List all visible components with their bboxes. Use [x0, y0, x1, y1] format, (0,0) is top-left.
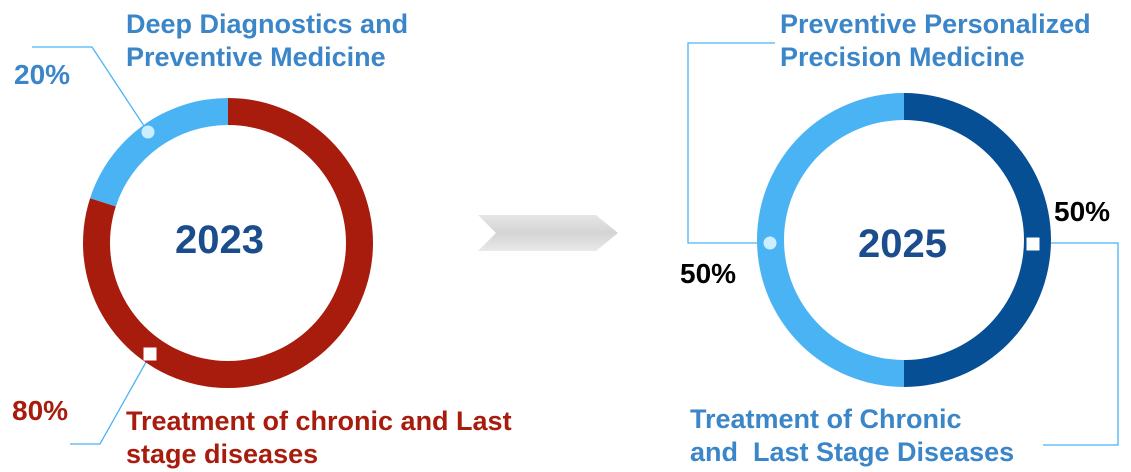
leader-line-right-bottom — [1033, 242, 1119, 446]
center-label-2025: 2025 — [858, 222, 947, 266]
right-arrow-icon — [478, 215, 618, 251]
leader-line-20 — [32, 46, 149, 133]
category-label-preventive-personalized: Preventive Personalized Precision Medici… — [780, 9, 1091, 72]
marker-square-2023 — [143, 347, 157, 361]
value-label-20: 20% — [14, 59, 71, 90]
donut-segment-2023-1 — [90, 98, 228, 207]
marker-square-2025 — [1026, 237, 1040, 251]
marker-dot-2025 — [763, 236, 777, 250]
marker-dot-2023 — [141, 125, 155, 139]
value-label-80: 80% — [12, 395, 69, 426]
value-label-50-left: 50% — [680, 258, 737, 289]
category-label-treatment-2023: Treatment of chronic and Last stage dise… — [126, 406, 512, 469]
donut-2023 — [83, 98, 374, 388]
category-label-deep-diagnostics: Deep Diagnostics and Preventive Medicine — [126, 9, 409, 72]
leader-line-right-top — [687, 42, 775, 244]
leader-lines — [32, 42, 1119, 446]
value-label-50-right: 50% — [1054, 196, 1111, 227]
donut-2025 — [757, 93, 1051, 387]
category-label-treatment-2025: Treatment of Chronic and Last Stage Dise… — [690, 404, 1015, 467]
donut-segment-2025-1 — [757, 93, 904, 387]
center-label-2023: 2023 — [175, 218, 264, 262]
leader-line-80 — [70, 354, 151, 445]
donut-segment-2025-2 — [904, 93, 1051, 387]
